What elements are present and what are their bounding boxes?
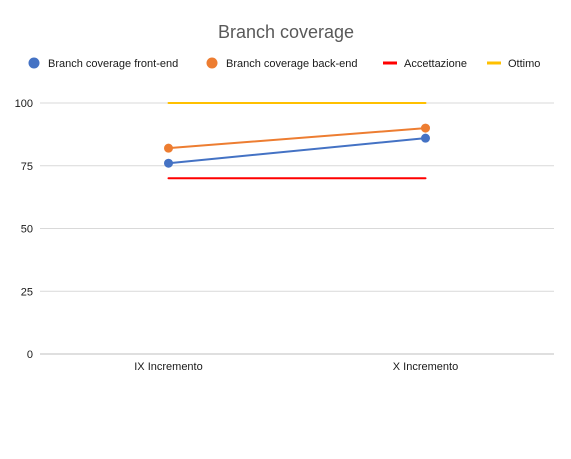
y-tick-label: 25 xyxy=(21,286,33,298)
y-tick-label: 50 xyxy=(21,224,33,236)
legend-label: Ottimo xyxy=(508,58,540,70)
x-tick-label: X Incremento xyxy=(393,361,458,373)
series-line xyxy=(167,137,427,165)
legend-marker xyxy=(28,57,40,69)
legend-label: Accettazione xyxy=(404,58,467,70)
y-tick-label: 100 xyxy=(15,98,33,110)
legend-label: Branch coverage back-end xyxy=(226,58,357,70)
chart-title: Branch coverage xyxy=(218,22,354,42)
y-axis: 0 25 50 75 100 xyxy=(15,98,33,361)
y-tick-label: 75 xyxy=(21,161,33,173)
x-axis: IX Incremento X Incremento xyxy=(134,361,458,373)
data-point xyxy=(421,133,430,143)
data-point xyxy=(421,123,430,133)
x-tick-label: IX Incremento xyxy=(134,361,202,373)
legend: Branch coverage front-end Branch coverage… xyxy=(28,57,540,70)
grid xyxy=(40,102,554,355)
legend-marker xyxy=(206,57,218,69)
series-group xyxy=(164,102,430,180)
series-line xyxy=(167,127,427,150)
y-tick-label: 0 xyxy=(27,349,33,361)
legend-label: Branch coverage front-end xyxy=(48,58,178,70)
data-point xyxy=(164,143,173,153)
data-point xyxy=(164,158,173,168)
